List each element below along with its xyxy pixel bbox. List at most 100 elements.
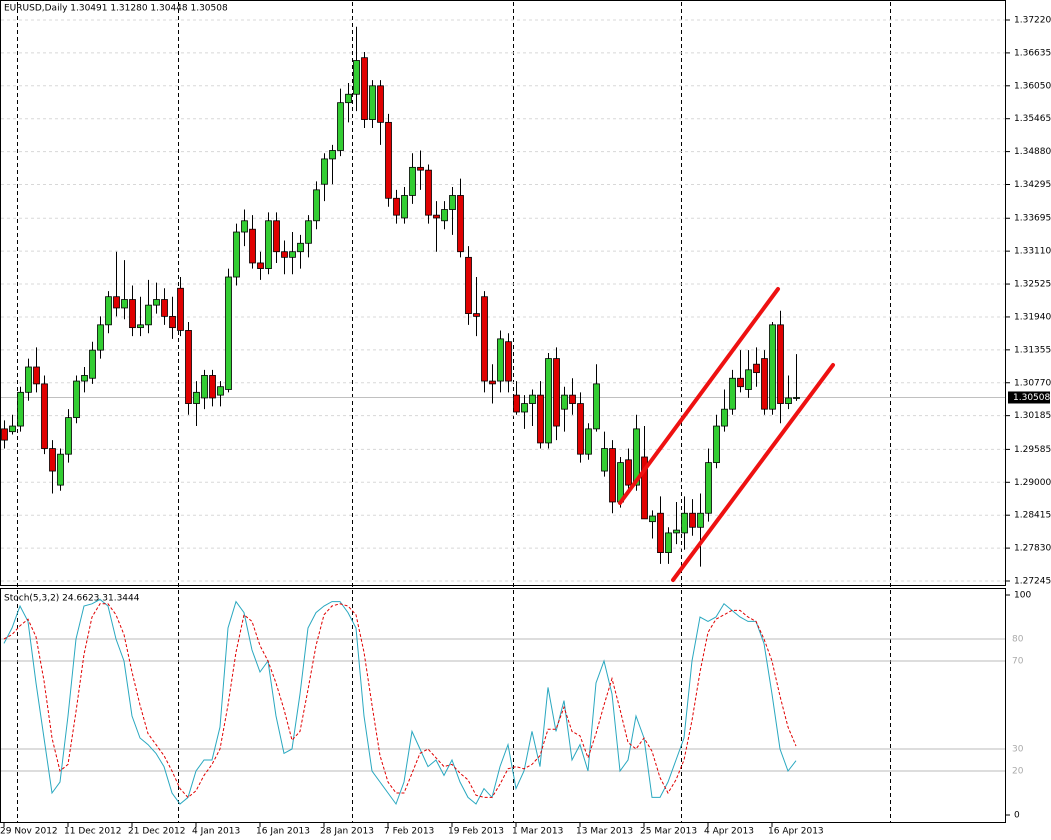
candle-body [409, 166, 416, 196]
candle-body [225, 276, 232, 390]
candle-body [569, 394, 576, 404]
candle-body [577, 403, 584, 455]
candle-body [441, 209, 448, 222]
candle-body [9, 425, 16, 433]
candle-body [89, 349, 96, 379]
level-label: 80 [1012, 635, 1024, 645]
candle-body [297, 242, 304, 253]
y-tick-label: 1.34295 [1014, 180, 1051, 190]
candle-body [153, 299, 160, 306]
candle-body [129, 299, 136, 329]
y-tick-label: 1.33110 [1014, 247, 1051, 257]
level-label: 70 [1012, 657, 1024, 667]
price-panel-frame [0, 0, 1006, 586]
candle-body [681, 512, 688, 534]
candle-body [593, 383, 600, 430]
y-tick-label: 1.31355 [1014, 345, 1051, 355]
y-tick-label: 1.31940 [1014, 312, 1051, 322]
candle-body [761, 358, 768, 410]
candle-body [177, 287, 184, 331]
candle-body [201, 375, 208, 399]
candle-body [609, 448, 616, 503]
candle-body [505, 341, 512, 382]
x-tick-label: 4 Jan 2013 [192, 827, 240, 837]
candle-body [753, 363, 760, 374]
candle-body [521, 403, 528, 413]
candle-body [601, 448, 608, 472]
candle-body [625, 459, 632, 486]
candle-body [689, 512, 696, 528]
candle-body [561, 394, 568, 410]
last-price-box [1008, 391, 1050, 404]
x-tick-label: 16 Apr 2013 [768, 827, 824, 837]
candle-body [473, 313, 480, 317]
candle-body [721, 408, 728, 427]
candle-body [17, 391, 24, 427]
candle-body [481, 296, 488, 382]
chart-title: EURUSD,Daily 1.30491 1.31280 1.30448 1.3… [4, 4, 228, 14]
candle-body [633, 428, 640, 486]
candle-body [737, 377, 744, 388]
candle-body [321, 158, 328, 185]
y-tick-label: 100 [1014, 591, 1031, 601]
candle-body [113, 296, 120, 309]
candle-body [49, 448, 56, 472]
candle-body [105, 296, 112, 326]
candle-body [433, 214, 440, 219]
level-label: 30 [1012, 745, 1024, 755]
candle-body [329, 150, 336, 160]
candle-body [393, 197, 400, 216]
candle-body [241, 220, 248, 233]
candle-body [289, 251, 296, 258]
candle-body [217, 386, 224, 396]
x-tick-label: 1 Mar 2013 [512, 827, 563, 837]
candle-body [777, 324, 784, 404]
candle-body [257, 262, 264, 269]
candle-body [729, 377, 736, 410]
y-tick-label: 1.28415 [1014, 511, 1051, 521]
candle-body [401, 195, 408, 219]
candle-body [209, 375, 216, 399]
candle-body [705, 462, 712, 514]
candle-body [793, 397, 800, 399]
candle-body [641, 456, 648, 520]
candle-body [449, 195, 456, 210]
candle-body [649, 515, 656, 523]
candle-body [353, 60, 360, 95]
y-tick-label: 1.36050 [1014, 81, 1051, 91]
candle-body [457, 195, 464, 253]
candle-body [545, 358, 552, 444]
candle-body [121, 299, 128, 309]
y-tick-label: 1.35465 [1014, 114, 1051, 124]
y-tick-label: 1.29585 [1014, 445, 1051, 455]
y-tick-label: 1.27245 [1014, 577, 1051, 587]
candle-body [73, 380, 80, 419]
candle-body [369, 85, 376, 120]
candle-body [337, 102, 344, 151]
level-label: 20 [1012, 767, 1024, 777]
candle-body [529, 394, 536, 404]
candle-body [281, 251, 288, 258]
candle-body [169, 315, 176, 329]
candle-body [345, 93, 352, 104]
y-tick-label: 1.27830 [1014, 544, 1051, 554]
candle-body [249, 228, 256, 264]
y-tick-label: 1.30770 [1014, 378, 1051, 388]
y-tick-label: 0 [1014, 811, 1020, 821]
x-tick-label: 16 Jan 2013 [256, 827, 310, 837]
stoch-panel-frame [0, 588, 1006, 823]
stoch-line [3, 598, 797, 806]
stoch-line [3, 603, 797, 799]
y-tick-label: 1.30185 [1014, 411, 1051, 421]
candle-body [161, 299, 168, 317]
x-tick-label: 4 Apr 2013 [704, 827, 754, 837]
candle-body [465, 256, 472, 314]
candle-body [361, 57, 368, 120]
y-tick-label: 1.33695 [1014, 214, 1051, 224]
candle-body [25, 366, 32, 393]
candle-body [617, 462, 624, 503]
candle-body [697, 512, 704, 528]
candle-body [537, 394, 544, 444]
candle-body [745, 369, 752, 390]
